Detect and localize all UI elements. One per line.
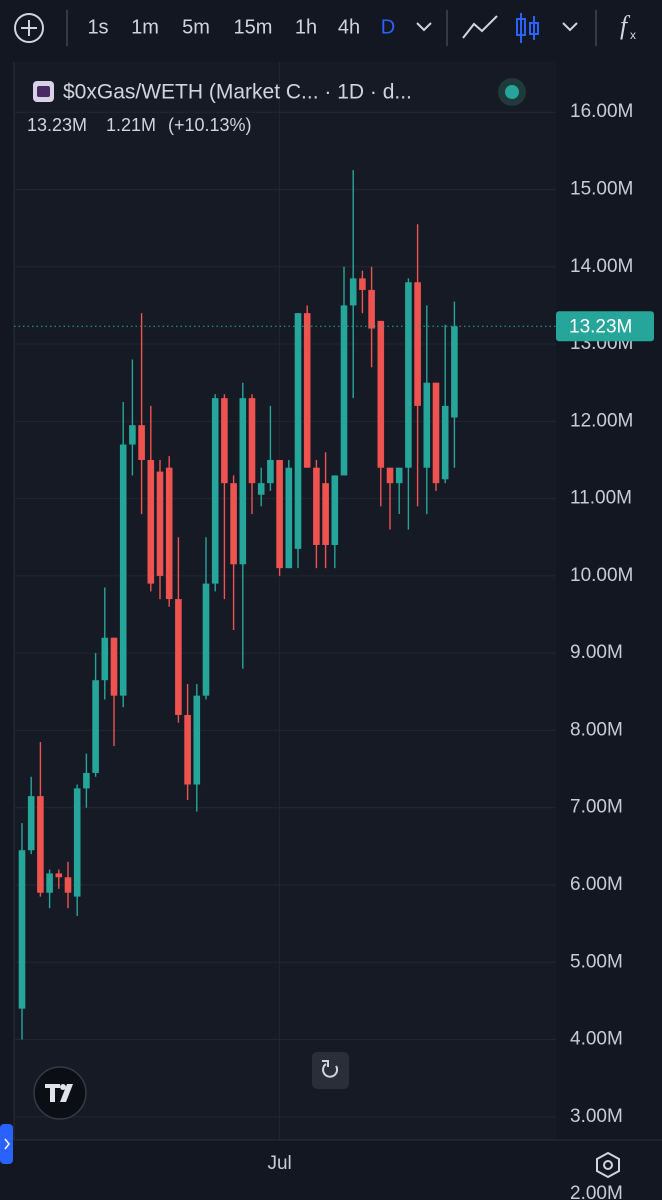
- interval-button[interactable]: 1m: [131, 16, 159, 38]
- candle-body: [37, 796, 44, 893]
- interval-button[interactable]: 1s: [87, 16, 108, 38]
- candle-body: [55, 873, 63, 878]
- candle-body: [285, 467, 293, 569]
- settings-button-center: [603, 1160, 613, 1170]
- candle-body: [165, 467, 173, 600]
- symbol-title: $0xGas/WETH (Market C... · 1D · d...: [63, 81, 412, 104]
- candle-body: [257, 483, 265, 495]
- y-tick-label: 14.00M: [570, 256, 633, 277]
- candle-body: [359, 278, 366, 290]
- y-tick-label: 12.00M: [570, 410, 633, 431]
- candle-body: [101, 637, 109, 681]
- candle-body: [441, 405, 449, 480]
- toolbar: [0, 0, 662, 56]
- x-tick-label: Jul: [267, 1153, 291, 1174]
- line-chart-icon[interactable]: [462, 15, 498, 39]
- candle-body: [129, 425, 136, 445]
- candle-body: [414, 282, 421, 406]
- candle-body: [92, 680, 99, 773]
- candle-body: [395, 467, 403, 484]
- candle-body: [73, 788, 81, 897]
- change-value: 1.21M: [106, 115, 156, 135]
- side-tab-arrow: [4, 1138, 10, 1150]
- candle-body: [46, 873, 53, 893]
- candle-body: [322, 483, 329, 545]
- candle-body: [175, 599, 182, 715]
- side-tab[interactable]: [0, 1124, 13, 1164]
- add-button[interactable]: [14, 13, 44, 43]
- y-tick-label: 2.00M: [570, 1183, 623, 1200]
- candle-body: [193, 695, 201, 785]
- candle-body: [239, 398, 247, 565]
- indicator-icon-sub: x: [630, 28, 636, 42]
- last-price-badge: [556, 311, 654, 342]
- candle-body: [211, 398, 219, 584]
- candle-body: [138, 425, 145, 460]
- candle-body: [230, 483, 237, 565]
- candle-body: [303, 313, 311, 468]
- status-dot: [505, 85, 519, 99]
- y-tick-label: 5.00M: [570, 951, 623, 972]
- candle-body: [83, 772, 90, 789]
- candle-body: [147, 459, 155, 584]
- interval-menu[interactable]: [416, 22, 432, 32]
- candle-body: [377, 320, 385, 468]
- candle-body: [294, 313, 302, 549]
- settings-button[interactable]: [596, 1151, 620, 1179]
- y-tick-label: 10.00M: [570, 565, 633, 586]
- candle-body: [248, 398, 256, 484]
- interval-button[interactable]: 5m: [182, 16, 210, 38]
- last-price-label: 13.23M: [569, 316, 632, 337]
- interval-button[interactable]: 1h: [295, 16, 317, 38]
- reset-button[interactable]: [312, 1052, 349, 1089]
- y-tick-label: 4.00M: [570, 1029, 623, 1050]
- y-tick-label: 11.00M: [570, 488, 632, 509]
- candle-body: [340, 305, 348, 476]
- candle-body: [221, 398, 228, 484]
- candle-body: [18, 850, 26, 1009]
- y-tick-label: 9.00M: [570, 642, 623, 663]
- y-tick-label: 6.00M: [570, 874, 623, 895]
- candle-body: [202, 583, 210, 696]
- y-tick-label: 7.00M: [570, 797, 623, 818]
- candle-body: [331, 475, 339, 545]
- candle-body: [451, 326, 458, 418]
- candle-body: [119, 444, 127, 696]
- y-tick-label: 8.00M: [570, 719, 623, 740]
- indicator-icon[interactable]: f: [620, 11, 631, 40]
- candle-icon[interactable]: [516, 13, 539, 43]
- interval-button[interactable]: 15m: [234, 16, 273, 38]
- interval-button[interactable]: 4h: [338, 16, 360, 38]
- symbol-icon-inner: [37, 86, 50, 97]
- time-axis: [0, 1140, 662, 1200]
- candle-body: [276, 459, 283, 569]
- plot-area: [14, 62, 556, 1140]
- candle-body: [110, 637, 118, 696]
- candle-body: [27, 796, 35, 851]
- candle-body: [267, 459, 274, 484]
- candle-body: [432, 382, 440, 484]
- candle-body: [64, 877, 72, 893]
- candle-body: [349, 278, 357, 306]
- tv-logo[interactable]: [33, 1066, 87, 1120]
- y-tick-label: 15.00M: [570, 179, 633, 200]
- change-percent: (+10.13%): [168, 115, 252, 135]
- candle-body: [386, 467, 394, 484]
- candle-body: [423, 382, 431, 468]
- candle-body: [156, 471, 164, 576]
- y-tick-label: 3.00M: [570, 1106, 623, 1127]
- candle-body: [368, 289, 375, 329]
- candle-body: [405, 282, 412, 468]
- y-tick-label: 16.00M: [570, 101, 633, 122]
- candle-body: [313, 467, 320, 545]
- last-value: 13.23M: [27, 115, 87, 135]
- chart-type-menu[interactable]: [562, 22, 578, 32]
- interval-button[interactable]: D: [381, 16, 395, 38]
- candle-body: [184, 714, 191, 785]
